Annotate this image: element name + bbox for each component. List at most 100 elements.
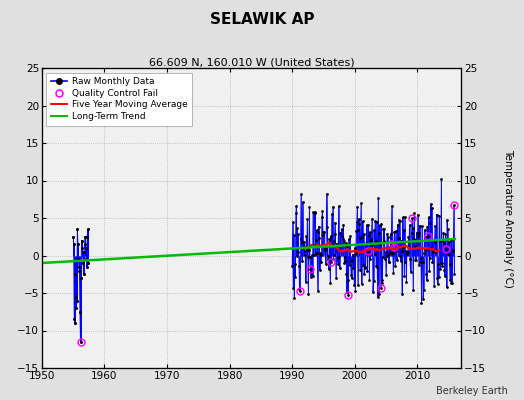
Point [70,316,79,322]
Point [405,221,413,228]
Point [373,219,381,225]
Point [364,222,373,228]
Point [348,251,357,258]
Point [72,294,80,300]
Point [315,235,323,241]
Point [400,273,409,279]
Point [332,274,340,281]
Point [359,262,367,268]
Point [342,271,351,277]
Point [414,262,423,268]
Point [383,230,391,237]
Point [403,249,411,255]
Point [346,233,354,239]
Point [329,204,337,210]
Point [399,214,407,220]
Point [393,257,401,264]
Point [413,245,421,252]
Point [415,230,423,237]
Point [384,252,392,258]
Point [400,227,408,234]
Point [390,244,398,251]
Point [389,270,398,276]
Point [388,203,396,210]
Point [339,222,347,228]
Point [311,250,320,256]
Point [418,259,427,265]
Point [447,236,456,242]
Point [75,264,83,270]
Point [396,253,405,260]
Point [436,260,445,266]
Point [297,191,305,197]
Point [341,257,350,264]
Point [371,218,379,224]
Point [425,268,433,274]
Point [444,250,452,257]
Point [401,214,409,220]
Point [421,234,430,240]
Point [314,223,323,230]
Point [79,260,88,266]
Point [414,233,422,239]
Point [323,224,331,230]
Point [427,244,435,251]
Point [301,252,309,259]
Point [422,277,431,283]
Point [345,236,353,242]
Point [365,276,374,283]
Point [367,238,376,244]
Point [389,250,397,257]
Point [71,320,79,326]
Point [300,242,308,249]
Point [432,211,441,218]
Point [385,258,393,265]
Point [447,279,455,286]
Point [344,277,352,283]
Point [336,230,344,236]
Point [410,210,418,216]
Point [318,208,326,214]
Point [369,278,378,284]
Point [356,267,364,274]
Point [299,239,308,246]
Point [348,257,356,264]
Point [347,272,355,278]
Point [76,308,84,315]
Point [430,239,439,245]
Point [442,246,450,252]
Point [325,236,333,242]
Point [313,250,321,256]
Point [372,263,380,269]
Point [295,263,303,269]
Point [428,259,436,266]
Point [305,204,313,210]
Legend: Raw Monthly Data, Quality Control Fail, Five Year Moving Average, Long-Term Tren: Raw Monthly Data, Quality Control Fail, … [47,72,192,126]
Point [81,241,89,248]
Point [402,278,411,285]
Point [440,267,449,273]
Point [309,252,318,258]
Point [406,256,414,262]
Point [366,229,374,235]
Point [307,270,315,276]
Point [376,222,384,229]
Point [341,254,349,260]
Point [294,249,302,256]
Point [354,226,363,233]
Point [449,247,457,254]
Point [296,288,304,294]
Point [386,250,395,256]
Point [310,210,319,217]
Point [446,237,455,244]
Point [434,260,442,267]
Point [351,288,359,294]
Point [356,235,365,241]
Title: 66.609 N, 160.010 W (United States): 66.609 N, 160.010 W (United States) [149,57,354,67]
Point [336,242,345,248]
Point [354,282,362,288]
Point [397,238,406,244]
Point [324,266,333,272]
Point [358,218,367,224]
Point [385,259,394,266]
